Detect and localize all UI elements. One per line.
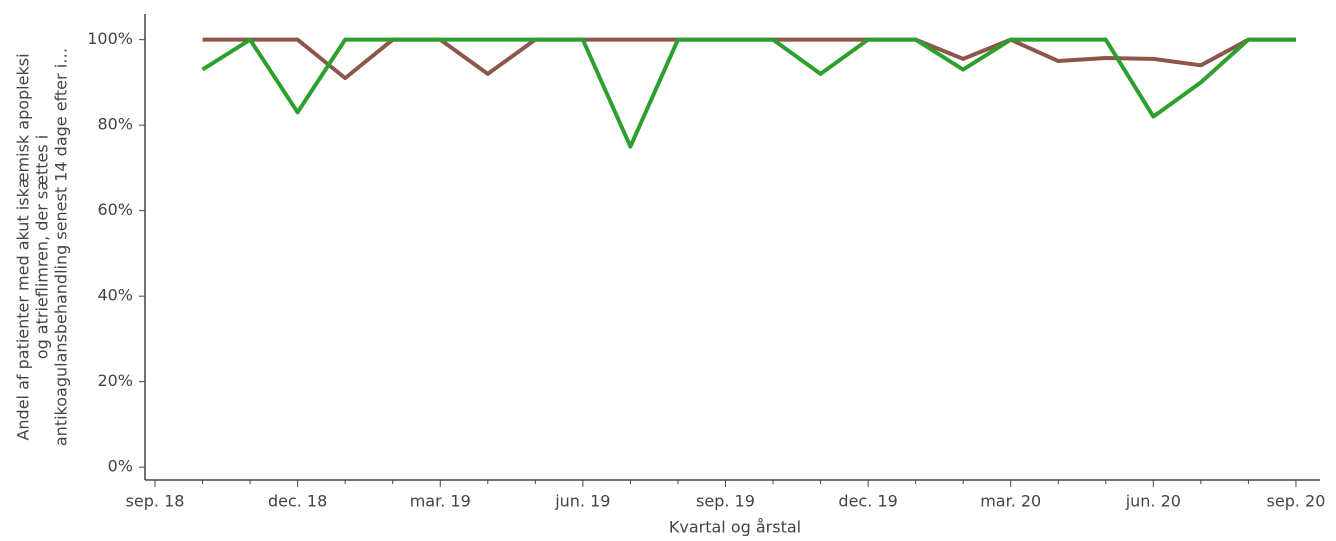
line-series — [202, 37, 1296, 81]
x-tick-label: dec. 18 — [268, 492, 327, 511]
x-tick-label: sep. 20 — [1267, 492, 1326, 511]
x-tick-label: sep. 18 — [126, 492, 185, 511]
y-tick-label: 80% — [97, 115, 133, 134]
y-tick-label: 100% — [87, 29, 133, 48]
y-tick-label: 20% — [97, 371, 133, 390]
y-axis-label: Andel af patienter med akut iskæmisk apo… — [14, 48, 71, 446]
y-tick-label: 0% — [108, 457, 133, 476]
y-tick-label: 40% — [97, 286, 133, 305]
y-axis-label-line: antikoagulansbehandling senest 14 dage e… — [52, 48, 71, 446]
x-axis-label: Kvartal og årstal — [669, 518, 801, 537]
y-axis-label-line: og atrieflimren, der sættes i — [33, 135, 52, 359]
x-tick-label: mar. 19 — [410, 492, 471, 511]
x-tick-label: mar. 20 — [980, 492, 1041, 511]
y-tick-label: 60% — [97, 200, 133, 219]
x-tick-label: jun. 20 — [1125, 492, 1181, 511]
x-tick-label: jun. 19 — [554, 492, 610, 511]
x-tick-label: dec. 19 — [838, 492, 897, 511]
y-axis-label-line: Andel af patienter med akut iskæmisk apo… — [14, 53, 33, 440]
x-tick-label: sep. 19 — [696, 492, 755, 511]
line-series — [201, 37, 1296, 149]
